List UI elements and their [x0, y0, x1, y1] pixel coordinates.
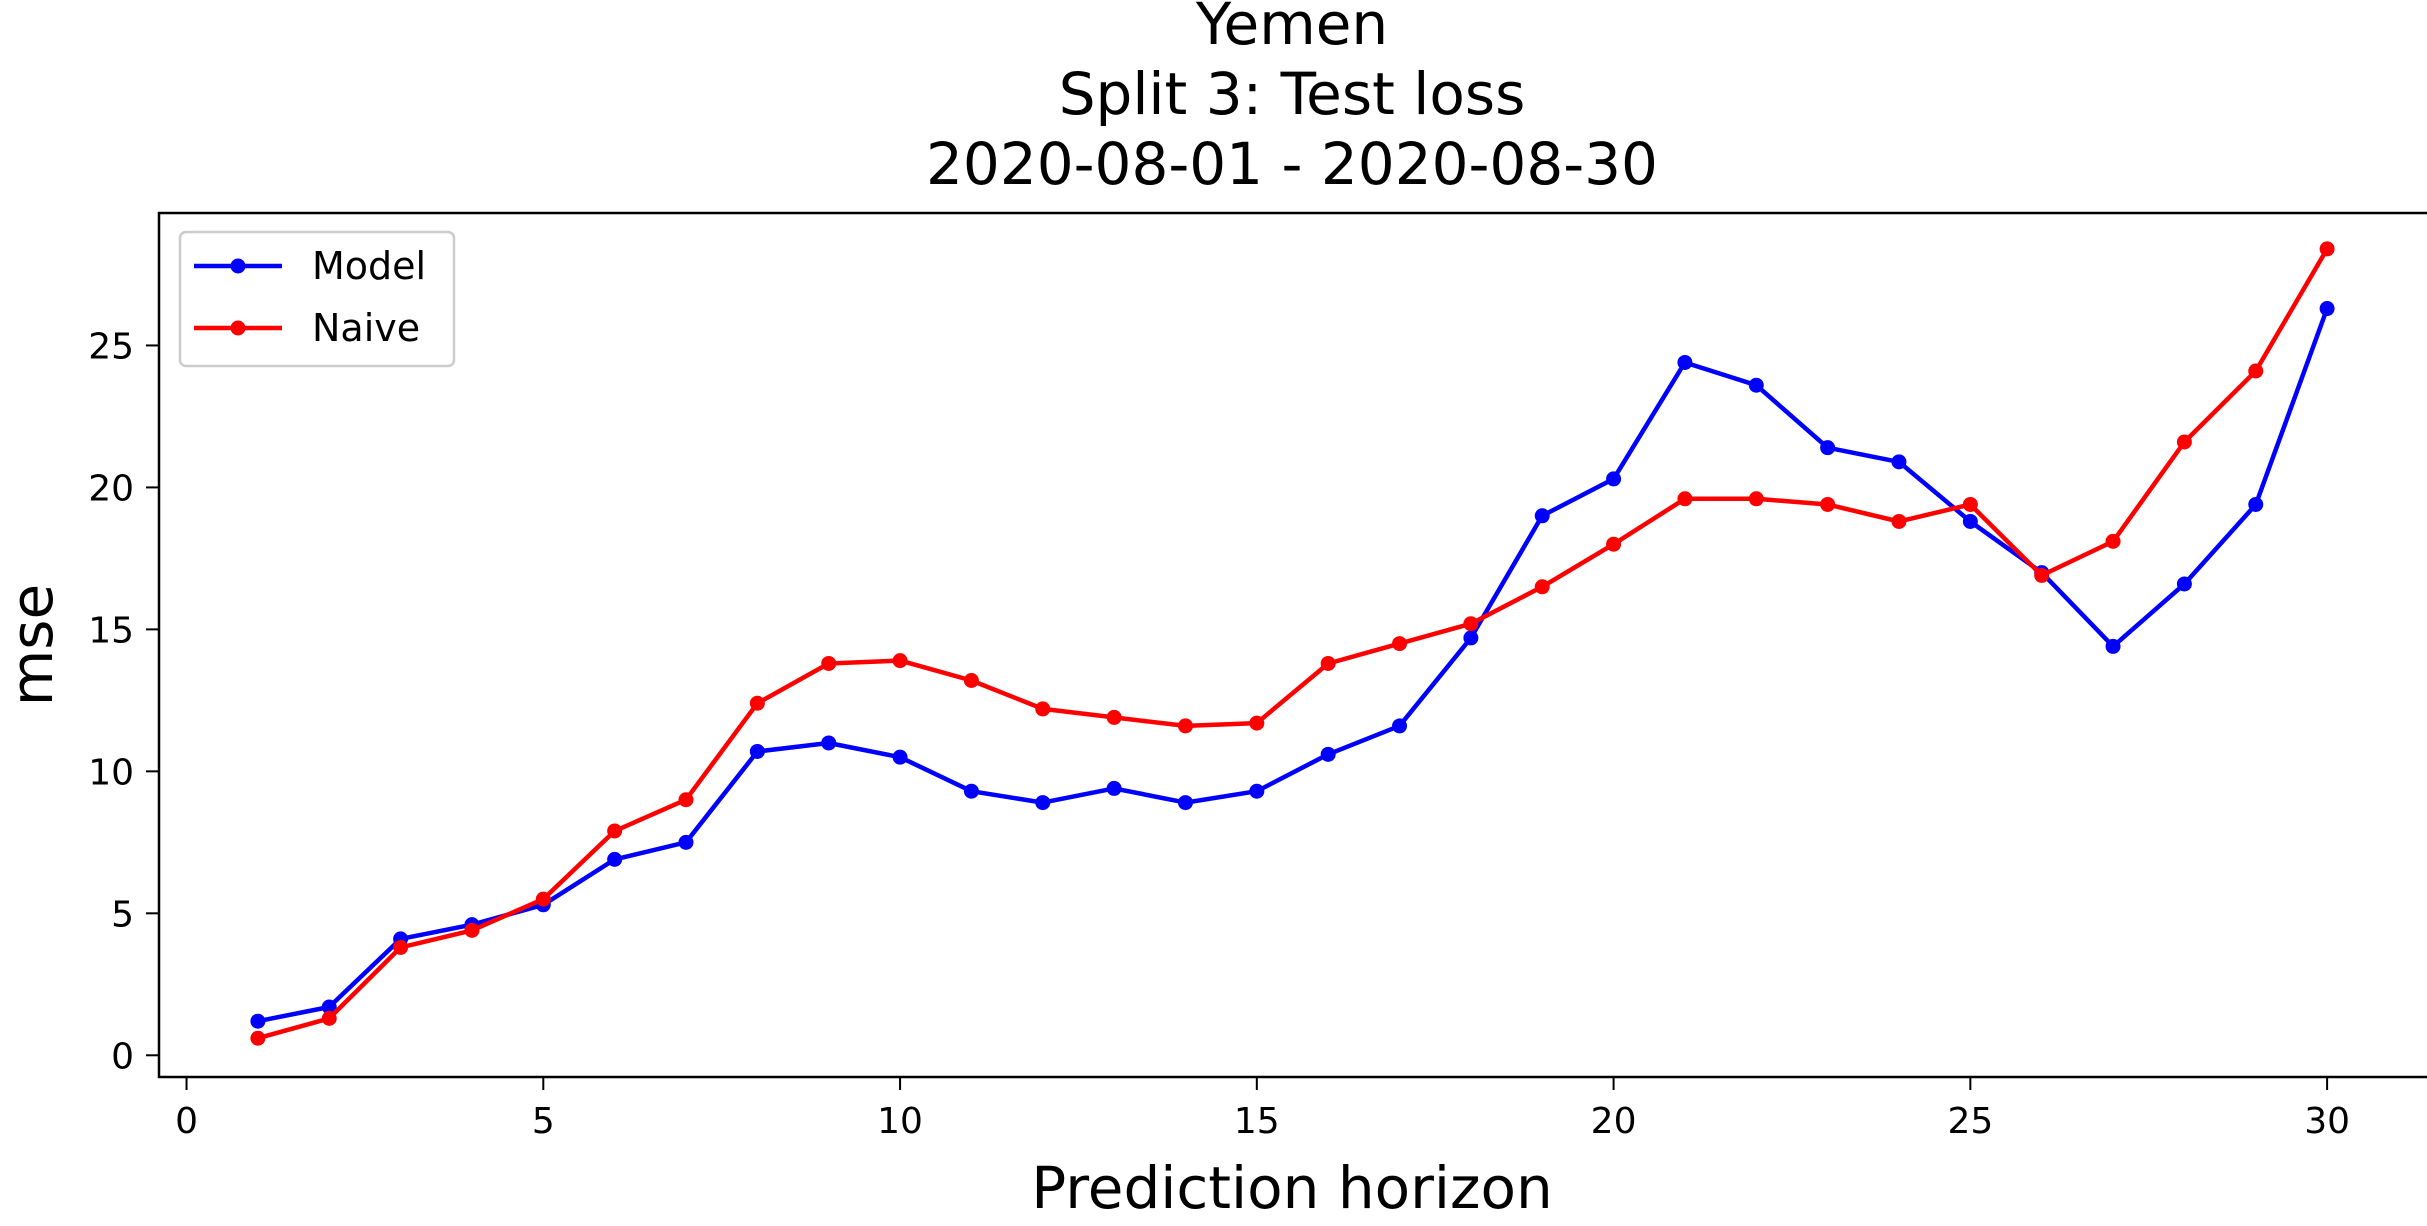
- y-tick-label: 5: [111, 894, 134, 935]
- x-tick-label: 10: [877, 1101, 923, 1142]
- data-point-model: [321, 999, 337, 1015]
- series-line-naive: [255, 246, 2330, 1041]
- data-point-model: [1820, 440, 1836, 456]
- data-point-model: [1106, 780, 1122, 796]
- data-point-model: [1606, 471, 1622, 487]
- data-point-naive: [1177, 718, 1193, 734]
- data-point-naive: [963, 672, 979, 688]
- x-tick-label: 15: [1234, 1101, 1280, 1142]
- y-axis: 0 5 10 15 20 25 mse: [0, 326, 158, 1077]
- x-tick-label: 20: [1591, 1101, 1637, 1142]
- series-line-model: [255, 306, 2330, 1024]
- data-point-model: [2105, 638, 2121, 654]
- y-axis-label: mse: [0, 584, 66, 706]
- data-point-naive: [1748, 491, 1764, 507]
- y-tick-label: 20: [88, 468, 134, 509]
- data-point-model: [1249, 783, 1265, 799]
- legend-marker-model: [230, 258, 246, 274]
- data-point-model: [1962, 513, 1978, 529]
- x-axis: 0 5 10 15 20 25 30 Prediction horizon: [175, 1078, 2350, 1222]
- data-point-naive: [393, 939, 409, 955]
- x-tick-label: 25: [1947, 1101, 1993, 1142]
- plot-frame: [157, 211, 2427, 1079]
- plot-area: [157, 211, 2427, 1079]
- y-tick-label: 15: [88, 610, 134, 651]
- data-point-naive: [1677, 491, 1693, 507]
- data-point-naive: [892, 653, 908, 669]
- legend-item-model: Model: [194, 244, 426, 288]
- data-point-naive: [1392, 636, 1408, 652]
- legend-item-naive: Naive: [194, 306, 420, 350]
- data-point-naive: [1891, 513, 1907, 529]
- x-tick-label: 30: [2304, 1101, 2350, 1142]
- legend-label-naive: Naive: [312, 306, 420, 350]
- data-point-naive: [321, 1010, 337, 1026]
- data-point-naive: [821, 655, 837, 671]
- y-tick-label: 0: [111, 1036, 134, 1077]
- series-model: [250, 301, 2335, 1029]
- data-point-naive: [535, 891, 551, 907]
- x-tick-label: 0: [175, 1101, 198, 1142]
- data-point-naive: [1820, 496, 1836, 512]
- data-point-naive: [250, 1030, 266, 1046]
- data-point-naive: [749, 695, 765, 711]
- y-tick-label: 25: [88, 326, 134, 367]
- data-point-model: [892, 749, 908, 765]
- data-point-naive: [1106, 709, 1122, 725]
- data-point-naive: [2105, 533, 2121, 549]
- chart-title-line-1: Yemen: [1195, 0, 1388, 58]
- data-point-model: [963, 783, 979, 799]
- data-point-model: [1891, 454, 1907, 470]
- data-point-model: [749, 743, 765, 759]
- data-point-naive: [1249, 715, 1265, 731]
- data-point-naive: [1606, 536, 1622, 552]
- data-point-model: [2248, 496, 2264, 512]
- data-point-naive: [1035, 701, 1051, 717]
- data-point-naive: [678, 792, 694, 808]
- data-point-naive: [1962, 496, 1978, 512]
- data-point-model: [821, 735, 837, 751]
- series-naive: [250, 241, 2335, 1046]
- data-point-model: [2319, 301, 2335, 317]
- data-point-naive: [1463, 616, 1479, 632]
- data-point-model: [1035, 795, 1051, 811]
- data-point-model: [250, 1013, 266, 1029]
- data-point-naive: [2176, 434, 2192, 450]
- data-point-model: [1534, 508, 1550, 524]
- data-point-model: [607, 851, 623, 867]
- x-axis-label: Prediction horizon: [1031, 1154, 1552, 1222]
- x-tick-label: 5: [532, 1101, 555, 1142]
- data-point-model: [1392, 718, 1408, 734]
- data-point-naive: [2248, 363, 2264, 379]
- data-point-naive: [607, 823, 623, 839]
- legend-marker-naive: [230, 320, 246, 336]
- data-point-model: [1677, 354, 1693, 370]
- legend-label-model: Model: [312, 244, 426, 288]
- chart-title-line-3: 2020-08-01 - 2020-08-30: [926, 130, 1658, 198]
- series-layer: [250, 241, 2335, 1046]
- data-point-model: [1748, 377, 1764, 393]
- y-tick-label: 10: [88, 752, 134, 793]
- data-point-model: [1320, 746, 1336, 762]
- data-point-model: [678, 834, 694, 850]
- data-point-naive: [1320, 655, 1336, 671]
- data-point-naive: [2034, 567, 2050, 583]
- legend: Model Naive: [178, 230, 456, 368]
- data-point-naive: [1534, 579, 1550, 595]
- chart-title-line-2: Split 3: Test loss: [1059, 60, 1526, 128]
- data-point-model: [1463, 630, 1479, 646]
- data-point-naive: [464, 922, 480, 938]
- data-point-model: [2176, 576, 2192, 592]
- data-point-naive: [2319, 241, 2335, 257]
- data-point-model: [1177, 795, 1193, 811]
